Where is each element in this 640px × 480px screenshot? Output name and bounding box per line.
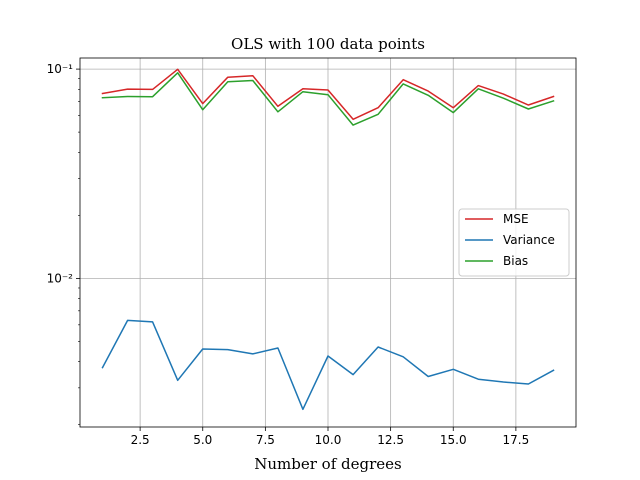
legend-label-variance: Variance — [503, 233, 555, 247]
legend: MSE Variance Bias — [458, 208, 570, 277]
x-tick-label: 5.0 — [193, 433, 212, 447]
legend-label-mse: MSE — [503, 212, 529, 226]
legend-label-bias: Bias — [503, 254, 528, 268]
chart-title: OLS with 100 data points — [231, 35, 425, 53]
x-tick-label: 7.5 — [256, 433, 275, 447]
x-tick-label: 17.5 — [503, 433, 530, 447]
series-line-bias — [101, 72, 555, 126]
y-axis: 10⁻² 10⁻¹ — [47, 62, 80, 425]
y-tick-label: 10⁻¹ — [47, 62, 74, 76]
series-line-mse — [101, 68, 555, 121]
legend-frame — [458, 208, 570, 277]
series-line-variance — [101, 319, 555, 411]
y-tick-label: 10⁻² — [47, 271, 74, 285]
grid — [80, 58, 576, 427]
x-tick-label: 10.0 — [315, 433, 342, 447]
x-axis-label: Number of degrees — [254, 455, 401, 473]
x-tick-label: 15.0 — [440, 433, 467, 447]
x-axis: 2.5 5.0 7.5 10.0 12.5 15.0 17.5 — [131, 427, 530, 447]
x-tick-label: 2.5 — [131, 433, 150, 447]
series-group — [101, 68, 555, 411]
x-tick-label: 12.5 — [377, 433, 404, 447]
